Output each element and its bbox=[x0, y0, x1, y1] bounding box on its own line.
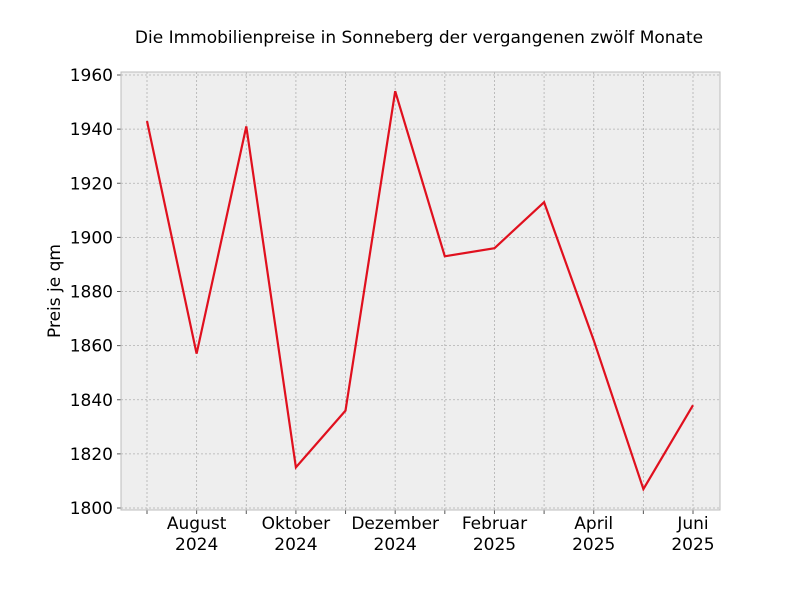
x-tick-label-year: 2025 bbox=[572, 535, 615, 555]
chart-title: Die Immobilienpreise in Sonneberg der ve… bbox=[135, 28, 703, 48]
y-tick-label: 1940 bbox=[70, 120, 113, 140]
x-tick-label-month: Oktober bbox=[262, 514, 331, 534]
y-tick-label: 1800 bbox=[70, 499, 113, 519]
x-tick-label-year: 2024 bbox=[374, 535, 417, 555]
x-tick-label-year: 2024 bbox=[175, 535, 218, 555]
y-tick-label: 1880 bbox=[70, 283, 113, 303]
y-tick-label: 1920 bbox=[70, 174, 113, 194]
y-axis-label: Preis je qm bbox=[45, 244, 65, 338]
x-tick-label-year: 2025 bbox=[671, 535, 714, 555]
y-tick-label: 1960 bbox=[70, 66, 113, 86]
y-tick-label: 1820 bbox=[70, 445, 113, 465]
x-axis: August2024Oktober2024Dezember2024Februar… bbox=[146, 510, 715, 555]
x-tick-label-year: 2025 bbox=[473, 535, 516, 555]
y-tick-label: 1840 bbox=[70, 391, 113, 411]
x-tick-label-year: 2024 bbox=[274, 535, 317, 555]
x-tick-label-month: August bbox=[167, 514, 227, 534]
y-tick-label: 1900 bbox=[70, 228, 113, 248]
x-tick-label-month: Dezember bbox=[351, 514, 439, 534]
plot-frame bbox=[120, 71, 721, 511]
x-tick-label-month: Juni bbox=[676, 514, 708, 534]
y-tick-label: 1860 bbox=[70, 337, 113, 357]
x-tick-label-month: Februar bbox=[462, 514, 527, 534]
y-axis: 1800 1820 1840 1860 1880 1900 1920 1940 1960 bbox=[70, 66, 121, 519]
plot-area bbox=[121, 72, 720, 510]
x-tick-label-month: April bbox=[574, 514, 613, 534]
price-series-line bbox=[145, 90, 694, 492]
gridlines bbox=[121, 72, 720, 510]
